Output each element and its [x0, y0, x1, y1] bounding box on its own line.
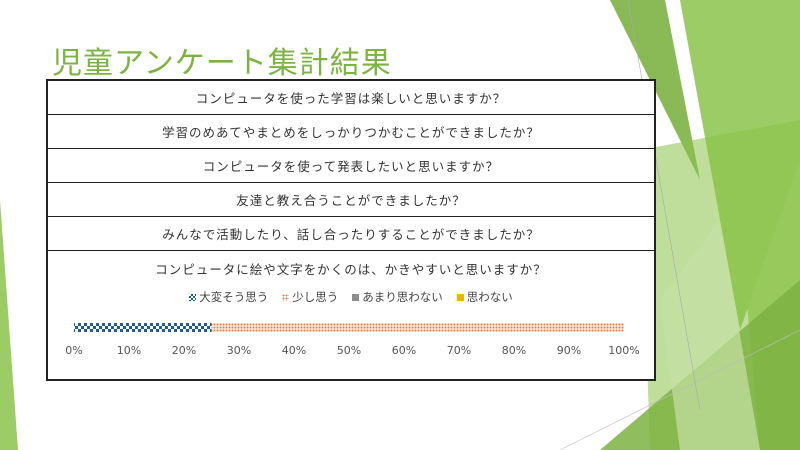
x-tick-label: 80% — [502, 344, 526, 357]
bar-group — [74, 323, 624, 332]
legend-label: 少し思う — [292, 290, 339, 304]
legend-swatch-gray — [352, 293, 360, 301]
legend-item: 大変そう思う — [189, 289, 268, 305]
legend-swatch-checker — [189, 293, 197, 301]
legend-swatch-dots — [282, 293, 290, 301]
chart-legend: 大変そう思う 少し思う あまり思わない 思わない — [48, 289, 654, 305]
survey-table: コンピュータを使った学習は楽しいと思いますか？ 学習のめあてやまとめをしっかりつ… — [46, 79, 656, 381]
x-tick-label: 0% — [65, 344, 82, 357]
x-tick-label: 40% — [282, 344, 306, 357]
legend-swatch-yellow — [456, 293, 464, 301]
x-tick-label: 10% — [117, 344, 141, 357]
question-row: コンピュータを使って発表したいと思いますか？ — [48, 149, 654, 183]
deco-line — [559, 329, 800, 450]
question-row: みんなで活動したり、話し合ったりすることができましたか？ — [48, 217, 654, 251]
x-tick-label: 20% — [172, 344, 196, 357]
x-tick-label: 70% — [447, 344, 471, 357]
x-tick-label: 60% — [392, 344, 416, 357]
legend-item: 少し思う — [282, 289, 338, 305]
x-tick-label: 30% — [227, 344, 251, 357]
chart-area: コンピュータに絵や文字をかくのは、かきやすいと思いますか？ 大変そう思う 少し思… — [48, 251, 654, 379]
chart-title: コンピュータに絵や文字をかくのは、かきやすいと思いますか？ — [155, 262, 547, 277]
legend-item: あまり思わない — [352, 289, 443, 305]
slide-title: 児童アンケート集計結果 — [52, 46, 392, 81]
chart-plot: 0% 10% 20% 30% 40% 50% 60% 70% 80% 90% 100% — [65, 323, 640, 357]
bar-segment-2 — [211, 323, 624, 332]
x-tick-label: 100% — [608, 344, 639, 357]
question-row: コンピュータを使った学習は楽しいと思いますか？ — [48, 81, 654, 115]
legend-label: 大変そう思う — [199, 290, 269, 304]
legend-item: 思わない — [456, 289, 513, 305]
bar-segment-1 — [74, 323, 212, 332]
legend-label: あまり思わない — [362, 290, 443, 304]
x-tick-label: 90% — [557, 344, 581, 357]
question-row: 友達と教え合うことができましたか？ — [48, 183, 654, 217]
question-row: 学習のめあてやまとめをしっかりつかむことができましたか？ — [48, 115, 654, 149]
legend-label: 思わない — [466, 290, 513, 304]
x-axis-ticks: 0% 10% 20% 30% 40% 50% 60% 70% 80% 90% 100% — [65, 344, 639, 357]
x-tick-label: 50% — [337, 344, 361, 357]
deco-shape — [660, 220, 760, 450]
deco-shape — [0, 200, 18, 450]
deco-line — [627, 0, 701, 411]
